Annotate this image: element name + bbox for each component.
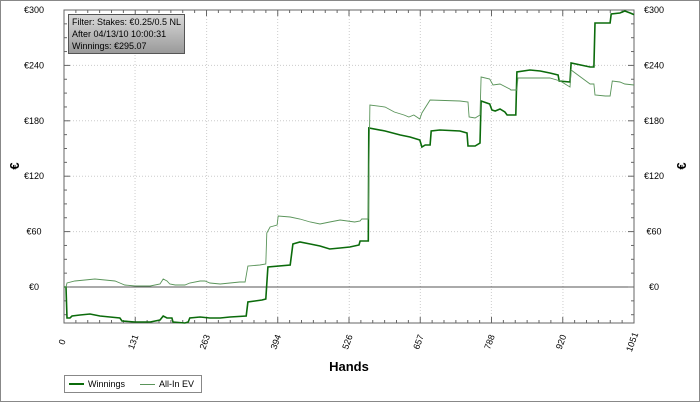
series-line-allin-ev	[64, 69, 635, 288]
legend-swatch-winnings	[69, 383, 84, 385]
date-text: After 04/13/10 10:00:31	[72, 29, 167, 39]
x-tick-label: 394	[269, 333, 284, 351]
x-axis-title: Hands	[329, 359, 369, 374]
y-tick-label: €300	[24, 5, 44, 15]
legend-swatch-allin-ev	[140, 384, 155, 385]
series-line-winnings	[64, 10, 635, 324]
grid	[64, 10, 634, 323]
y-tick-label: €0	[29, 282, 39, 292]
x-tick-label: 131	[126, 333, 141, 351]
series-lines	[64, 10, 635, 324]
tick-labels: €0 €0 €60 €60 €120 €120 €180 €180 €240 €240 €300 €3…	[24, 5, 664, 353]
y-tick-label: €180	[24, 116, 44, 126]
filter-info-box: Filter: Stakes: €0.25/0.5 NL After 04/13…	[68, 14, 186, 54]
x-tick-label: 1051	[624, 331, 640, 353]
y-tick-label-right: €300	[644, 5, 664, 15]
y-tick-label-right: €180	[644, 116, 664, 126]
legend-label-allin-ev: All-In EV	[159, 379, 195, 389]
filter-text: Filter: Stakes: €0.25/0.5 NL	[72, 17, 182, 27]
y-tick-label: €60	[26, 227, 41, 237]
x-tick-label: 0	[57, 338, 68, 346]
y-tick-label-right: €120	[644, 171, 664, 181]
y-axis-title-right: €	[674, 162, 689, 169]
x-tick-label: 657	[411, 333, 426, 351]
y-tick-label: €120	[24, 171, 44, 181]
y-tick-label-right: €0	[649, 282, 659, 292]
y-tick-label-right: €240	[644, 60, 664, 70]
y-tick-label-right: €60	[646, 227, 661, 237]
x-tick-label: 920	[554, 333, 569, 351]
x-tick-label: 526	[340, 333, 355, 351]
y-tick-label: €240	[24, 60, 44, 70]
legend-label-winnings: Winnings	[88, 379, 126, 389]
winnings-text: Winnings: €295.07	[72, 41, 147, 51]
x-tick-label: 788	[482, 333, 497, 351]
legend: Winnings All-In EV	[64, 375, 202, 393]
y-axis-title-left: €	[7, 162, 22, 169]
x-tick-label: 263	[198, 333, 213, 351]
